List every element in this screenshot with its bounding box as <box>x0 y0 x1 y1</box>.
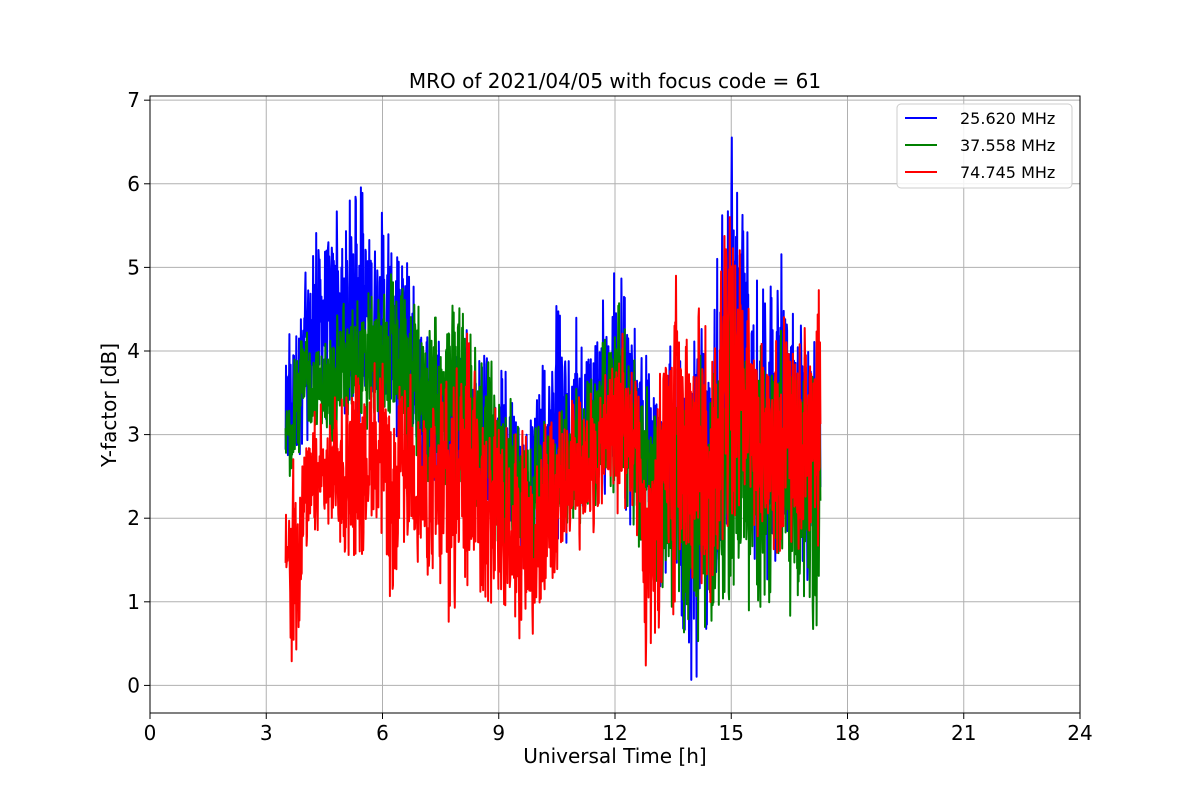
y-tick-label: 5 <box>127 255 140 279</box>
y-tick-label: 2 <box>127 506 140 530</box>
x-tick-label: 18 <box>835 721 860 745</box>
x-tick-label: 0 <box>144 721 157 745</box>
legend-box <box>896 103 1073 189</box>
x-tick-label: 6 <box>376 721 389 745</box>
series-line-74745 <box>284 216 822 667</box>
legend-label-74745: 74.745 MHz <box>960 163 1055 182</box>
legend: 25.620 MHz 37.558 MHz 74.745 MHz <box>896 103 1073 189</box>
legend-label-25620: 25.620 MHz <box>960 109 1055 128</box>
x-tick-label: 24 <box>1067 721 1092 745</box>
y-axis-label: Y-factor [dB] <box>97 343 121 468</box>
x-tick-label: 3 <box>260 721 273 745</box>
y-tick-label: 3 <box>127 423 140 447</box>
y-tick-label: 6 <box>127 172 140 196</box>
x-tick-label: 12 <box>602 721 627 745</box>
chart-title: MRO of 2021/04/05 with focus code = 61 <box>409 69 821 93</box>
y-tick-label: 0 <box>127 673 140 697</box>
x-axis-label: Universal Time [h] <box>523 744 706 768</box>
x-tick-label: 9 <box>492 721 505 745</box>
y-tick-label: 4 <box>127 339 140 363</box>
y-tick-label: 1 <box>127 590 140 614</box>
x-tick-label: 21 <box>951 721 976 745</box>
x-axis: 0 3 6 9 12 15 18 21 24 <box>144 713 1093 745</box>
x-tick-label: 15 <box>719 721 744 745</box>
legend-label-37558: 37.558 MHz <box>960 136 1055 155</box>
series-group <box>284 136 822 681</box>
y-tick-label: 7 <box>127 88 140 112</box>
y-axis: 0 1 2 3 4 5 6 7 <box>127 88 150 697</box>
